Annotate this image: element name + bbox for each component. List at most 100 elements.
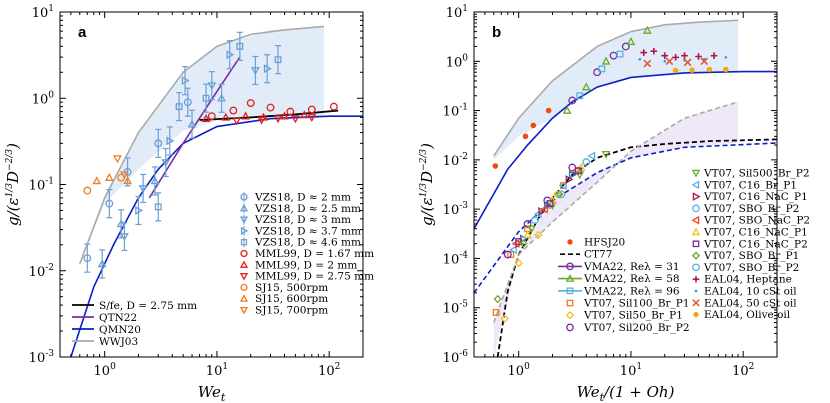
data-point <box>257 116 267 125</box>
curve-gray-dashed <box>493 101 739 323</box>
legend-label-7: MML99, D = 2.75 mm <box>255 271 374 283</box>
data-point <box>724 56 728 59</box>
data-point <box>568 170 577 180</box>
y-tick-label: 100 <box>446 53 469 70</box>
data-point <box>274 56 282 64</box>
x-tick-label: 102 <box>732 362 754 379</box>
data-point <box>113 155 122 164</box>
data-point <box>665 57 674 66</box>
legend-right-label-1: VT07, C16_Br_P1 <box>703 179 797 191</box>
data-point <box>643 59 652 68</box>
series-mml99-d-2-75-mm <box>232 114 317 126</box>
data-point <box>640 49 648 56</box>
legend-left-label-2: VMA22, Reλ = 31 <box>583 261 680 273</box>
legend-marker <box>239 306 249 315</box>
data-point <box>650 47 658 55</box>
x-tick-label: 101 <box>206 362 228 379</box>
x-tick-label: 100 <box>94 362 117 379</box>
series-eal04-heptane <box>640 47 718 61</box>
panel-label: a <box>78 24 87 41</box>
x-tick-label: 100 <box>508 362 531 379</box>
data-point <box>527 225 536 234</box>
data-point <box>187 119 197 128</box>
legend-right-label-3: VT07, SBO_Br_P2 <box>703 203 799 215</box>
data-point <box>601 150 611 159</box>
legend-marker <box>692 263 700 272</box>
y-tick-label: 10-6 <box>443 349 469 366</box>
y-tick-label: 10-1 <box>29 177 54 194</box>
data-point <box>246 99 255 107</box>
legend-marker <box>239 216 249 224</box>
y-tick-label: 10-1 <box>443 103 468 120</box>
legend-marker <box>240 193 248 201</box>
data-point <box>519 239 528 248</box>
data-point <box>601 56 611 65</box>
data-point <box>266 103 275 112</box>
data-point <box>539 204 548 214</box>
data-point <box>273 115 283 124</box>
data-point <box>552 190 562 199</box>
y-tick-label: 10-3 <box>443 201 469 218</box>
data-point <box>672 67 679 74</box>
panel-b: 100 101 102 10-6 10-5 10-4 10-3 10-2 10-1 100 101 b… <box>418 4 810 403</box>
curve-qmn20 <box>70 115 363 357</box>
data-point <box>576 92 584 100</box>
data-point <box>241 111 251 120</box>
legend-left-label-3: VMA22, Reλ = 58 <box>583 273 680 285</box>
data-point <box>500 314 509 323</box>
data-point <box>154 203 162 211</box>
data-point <box>221 112 231 121</box>
data-point <box>207 82 217 91</box>
legend-label-1: VZS18, D ≈ 2.5 mm <box>254 203 361 215</box>
series-vma22-re-31 <box>568 42 630 105</box>
data-point <box>181 76 190 86</box>
data-point <box>493 294 502 304</box>
data-point <box>166 136 175 146</box>
data-point <box>120 171 129 180</box>
ticks <box>473 11 778 358</box>
legend-right-label-10: EAL04, 10 cSt oil <box>704 286 797 298</box>
curve-blue-solid <box>474 70 777 230</box>
data-point <box>638 57 642 61</box>
legend-right-label-8: VT07, SBO_Br_P2 <box>703 262 799 274</box>
data-point <box>683 58 692 67</box>
y-tick-label: 100 <box>32 90 55 107</box>
data-point <box>232 117 242 126</box>
legend-marker <box>239 273 249 281</box>
ticks <box>59 11 364 358</box>
y-tick-label: 101 <box>32 4 54 21</box>
data-point <box>700 57 709 66</box>
shaded-region-lower <box>493 101 739 357</box>
data-point <box>523 220 532 228</box>
data-point <box>503 250 512 259</box>
legend-right-label-9: EAL04, Heptane <box>704 274 792 286</box>
legend-marker <box>691 180 700 190</box>
series-sj15-600rpm <box>92 173 132 185</box>
shaded-region <box>79 27 325 264</box>
panel-label: b <box>492 24 501 41</box>
legend-marker <box>691 169 701 178</box>
data-point <box>492 309 500 316</box>
legend-curve-label-2: QMN20 <box>99 324 141 336</box>
legend-marker <box>240 249 248 258</box>
data-point <box>723 66 729 73</box>
legend-right-label-5: VT07, C16_NaC_P1 <box>703 227 808 239</box>
data-point <box>329 102 338 111</box>
data-point <box>201 114 211 122</box>
y-tick-label: 101 <box>446 4 468 21</box>
legend-label-9: SJ15, 600rpm <box>255 293 328 305</box>
data-point <box>598 65 606 73</box>
series-vzs18-d-4-6-mm <box>154 31 282 222</box>
legend-marker <box>691 227 701 236</box>
data-point <box>286 107 295 116</box>
data-point <box>299 110 309 119</box>
shaded-region-upper <box>493 20 739 160</box>
series-hfsj20 <box>492 107 552 169</box>
legend-right-label-11: EAL04, 50 cSt oil <box>704 297 797 309</box>
y-tick-label: 10-5 <box>443 300 469 317</box>
